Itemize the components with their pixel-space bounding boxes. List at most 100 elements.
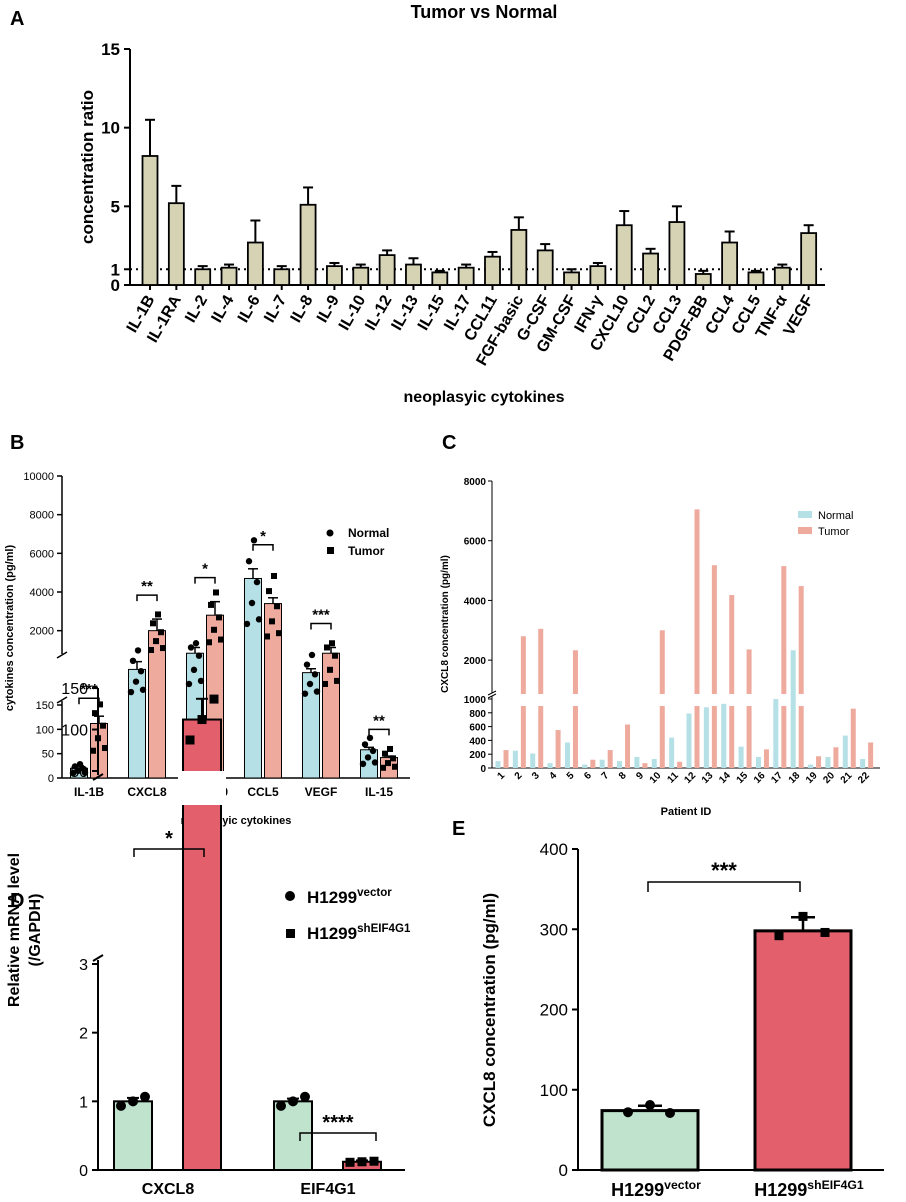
chart-c-bar-break (659, 694, 666, 706)
chart-b-data-point (322, 680, 328, 687)
chart-a-bar (220, 266, 238, 286)
chart-c-xtick-label: 14 (717, 770, 733, 786)
chart-a-xtick-label: IL-10 (336, 292, 369, 333)
chart-b-data-point (250, 537, 258, 544)
chart-c-xtick-label: 21 (839, 770, 855, 786)
chart-c-xtick-label: 19 (804, 770, 820, 786)
chart-c-bar (842, 735, 848, 768)
chart-b-data-point (185, 680, 193, 688)
chart-c-ytick-label: 6000 (464, 537, 487, 548)
chart-a-xtick-label: IL-7 (261, 292, 290, 325)
chart-b-data-point (329, 640, 335, 647)
chart-c-bar (790, 650, 796, 768)
chart-b-data-point (248, 599, 256, 607)
chart-b-axis-break (56, 696, 68, 704)
chart-c-xtick-label: 11 (665, 770, 681, 786)
chart-c-bar (634, 756, 640, 768)
chart-b-data-point (187, 644, 195, 651)
chart-c-bar (694, 509, 700, 768)
chart-c-bar (503, 750, 509, 768)
chart-d-axis-break (92, 954, 104, 962)
chart-e-ytick-label: 200 (540, 1001, 568, 1020)
chart-b-significance-label: *** (80, 681, 98, 698)
chart-a-bar (721, 241, 739, 286)
chart-b-data-point (269, 618, 275, 625)
chart-b-data-point (308, 651, 316, 659)
chart-e-ytick-label: 300 (540, 920, 568, 939)
chart-d-legend-vector-marker (285, 891, 295, 901)
chart-b-xtick-label: VEGF (305, 785, 338, 799)
chart-a-bar (167, 202, 185, 286)
chart-b-data-point (155, 611, 161, 618)
chart-b-ytick-label: 4000 (30, 587, 54, 599)
chart-c-bar (721, 703, 727, 768)
chart-d-data-point (197, 715, 207, 725)
chart-c-bar (572, 650, 578, 768)
chart-b-legend-tumor-label: Tumor (348, 544, 385, 558)
chart-b-data-point (92, 710, 98, 717)
chart-c-bar (773, 699, 779, 768)
chart-b-data-point (243, 620, 251, 628)
chart-b-ytick-label: 2000 (30, 626, 54, 638)
chart-e-data-point (665, 1108, 675, 1119)
chart-a-ytick-label: 0 (111, 276, 120, 295)
chart-c-xtick-label: 10 (648, 770, 664, 786)
chart-c-xtick-label: 4 (548, 770, 560, 782)
chart-b-significance (194, 576, 216, 584)
chart-d-axis-break (92, 773, 104, 781)
chart-b-axis-break (56, 651, 68, 659)
chart-b-legend-tumor-marker (327, 547, 334, 554)
chart-d-ytick-label: 0 (79, 1163, 88, 1180)
chart-c-xtick-label: 15 (735, 770, 751, 786)
chart-b-data-point (129, 657, 137, 665)
chart-c-bar (868, 742, 874, 768)
chart-b-data-point (361, 741, 369, 748)
chart-d-data-point (300, 1091, 310, 1102)
chart-b-data-point (387, 745, 393, 752)
chart-b-data-point (213, 589, 219, 596)
chart-a-ytick-label: 1 (111, 260, 120, 279)
chart-b-xtick-label: CXCL8 (127, 785, 167, 799)
chart-c-bar (825, 756, 831, 768)
chart-b-data-point (218, 636, 224, 643)
chart-b-data-point (369, 747, 377, 755)
chart-a-bar (273, 268, 291, 286)
chart-c-bar (798, 586, 804, 768)
chart-b-significance-label: ** (373, 712, 385, 729)
chart-e-significance (647, 881, 801, 892)
chart-c-ytick-label: 8000 (464, 477, 487, 488)
panel-letter-d: D (10, 890, 25, 912)
chart-b-data-point (158, 629, 164, 636)
panel-letter-e: E (452, 818, 466, 840)
chart-c-xtick-label: 6 (582, 770, 594, 782)
chart-b-xtick-label: CCL5 (247, 785, 279, 799)
chart-c-bar (495, 761, 501, 768)
chart-b-data-point (266, 588, 272, 595)
chart-d-significance (133, 848, 205, 857)
chart-b-data-point (148, 647, 154, 653)
chart-b-data-point (371, 759, 379, 766)
chart-c-bar-break (694, 694, 700, 706)
chart-c-bar (651, 759, 657, 768)
chart-b-data-point (327, 666, 333, 673)
chart-d-legend-vector-label: H1299vector (307, 887, 392, 907)
chart-c-legend-tumor-swatch (798, 527, 812, 534)
chart-a-ytick-label: 10 (101, 119, 120, 138)
panel-letter-c: C (442, 432, 457, 454)
chart-a-bar (405, 263, 422, 286)
chart-e-ytick-label: 400 (540, 840, 568, 859)
chart-a-bar (800, 232, 818, 286)
chart-c-ytick-label: 1000 (464, 695, 487, 706)
chart-c-bar (590, 759, 596, 768)
chart-c-bar-break (798, 694, 805, 706)
chart-a-xtick-label: IL-6 (235, 292, 264, 325)
chart-c-xtick-label: 2 (513, 770, 525, 782)
chart-a-bar (563, 271, 580, 286)
chart-d-ytick-label: 50 (70, 764, 88, 781)
chart-e-data-point (623, 1107, 633, 1118)
chart-b-data-point (160, 645, 166, 652)
chart-b-significance-label: * (202, 561, 208, 578)
chart-c-xtick-label: 18 (787, 770, 803, 786)
chart-b-data-point (311, 671, 319, 678)
